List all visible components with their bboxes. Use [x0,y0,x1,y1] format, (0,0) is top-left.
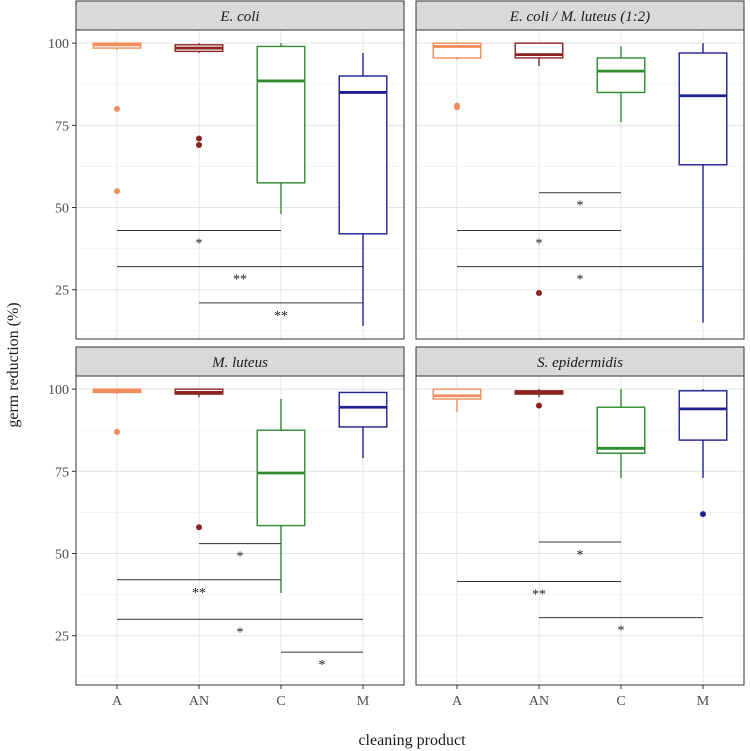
x-tick-label: M [357,694,370,709]
y-tick-label: 25 [55,630,69,645]
box-m [338,53,388,326]
panel-border [75,375,405,686]
box-iqr [678,52,728,166]
facet-title: E. coli / M. luteus (1:2) [509,9,650,25]
facet-strip [415,346,745,377]
x-tick-label: C [616,694,625,709]
facet-strip [75,0,405,31]
significance-label: * [237,625,244,640]
x-tick-label: AN [189,694,209,709]
box-m [678,43,728,323]
significance-label: * [577,548,584,563]
box-iqr [596,57,646,94]
y-tick-label: 75 [55,465,69,480]
x-tick-label: AN [529,694,549,709]
y-tick-label: 100 [48,383,69,398]
x-tick-label: C [276,694,285,709]
significance-label: * [319,658,326,673]
outlier-point [536,289,542,296]
y-tick-label: 75 [55,119,69,134]
box-iqr [678,390,728,441]
facet-panel: E. coli / M. luteus (1:2) * * * [415,0,745,340]
facet-strip [415,0,745,31]
outlier-point [196,524,202,531]
significance-label: ** [274,309,288,324]
panel-border [415,375,745,686]
box-an [174,388,224,531]
outlier-point [536,402,542,409]
box-c [596,46,646,123]
outlier-point [114,428,120,435]
y-axis-title: germ reduction (%) [5,302,22,427]
panel-border [75,29,405,340]
significance-label: ** [532,587,546,602]
y-tick-label: 50 [55,202,69,217]
significance-label: ** [192,586,206,601]
box-iqr [256,429,306,527]
y-tick-label: 25 [55,284,69,299]
box-iqr [256,45,306,184]
box-m [678,389,728,518]
outlier-point [700,511,706,518]
box-a [92,388,142,435]
facet-title: M. luteus [211,355,268,371]
box-iqr [338,75,388,235]
x-axis-title: cleaning product [358,732,466,749]
outlier-point [196,135,202,142]
box-an [514,42,564,296]
panel-border [415,29,745,340]
box-an [514,389,564,409]
outlier-point [114,188,120,195]
box-a [92,42,142,195]
facet-panel: S. epidermidis****A AN C M [415,346,745,709]
significance-label: * [577,273,584,288]
box-iqr [338,391,388,428]
significance-label: * [618,624,625,639]
facet-strip [75,346,405,377]
x-tick-label: A [452,694,463,709]
outlier-point [196,142,202,149]
box-c [256,43,306,215]
facet-title: S. epidermidis [537,355,623,371]
x-tick-label: M [697,694,710,709]
box-c [596,389,646,478]
outlier-point [114,105,120,112]
box-m [338,391,388,459]
significance-label: ** [233,273,247,288]
y-tick-label: 50 [55,548,69,563]
y-tick-label: 100 [48,37,69,52]
box-a [432,42,482,111]
box-c [256,399,306,593]
box-an [174,43,224,149]
outlier-point [454,104,460,111]
significance-label: * [237,550,244,565]
significance-label: * [577,199,584,214]
box-iqr [596,406,646,454]
box-iqr [432,388,482,400]
facet-title: E. coli [219,9,259,25]
box-a [432,388,482,413]
x-tick-label: A [112,694,123,709]
significance-label: * [196,237,203,252]
significance-label: * [536,237,543,252]
